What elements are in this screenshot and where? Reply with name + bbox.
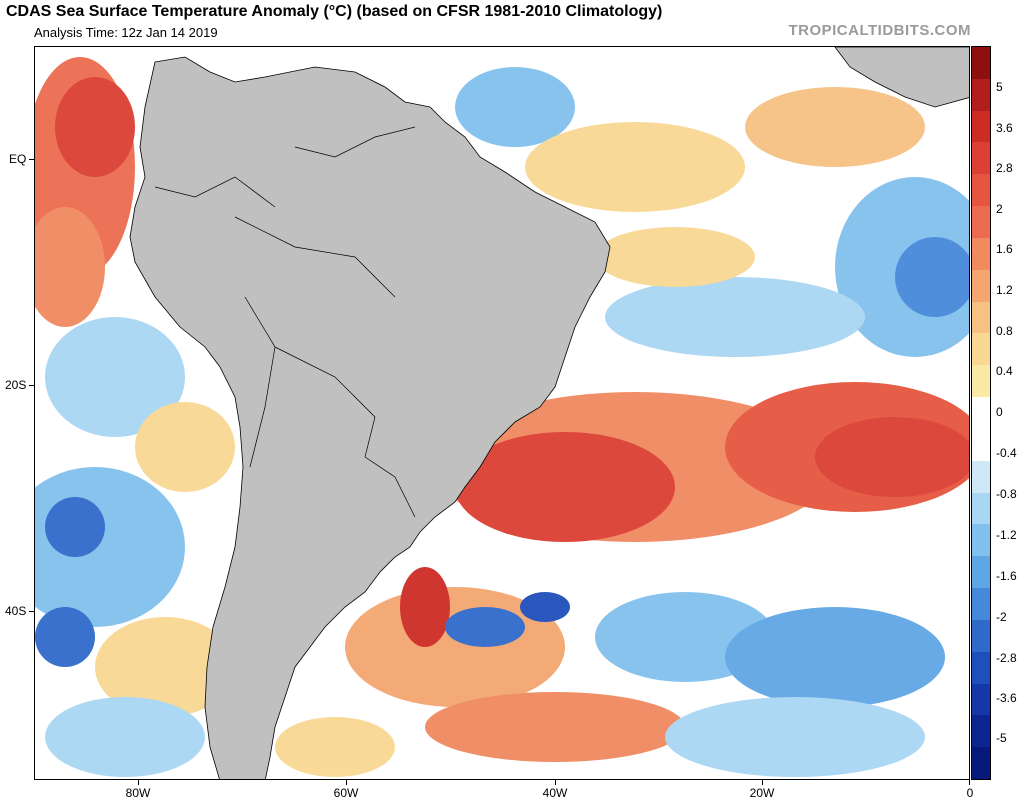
warm-region bbox=[525, 122, 745, 212]
warm-region bbox=[815, 417, 969, 497]
cool-region bbox=[45, 317, 185, 437]
lat-tick bbox=[29, 385, 34, 386]
warm-region bbox=[95, 617, 235, 717]
colorbar-label: -1.6 bbox=[996, 569, 1017, 583]
colorbar-swatch bbox=[972, 206, 990, 239]
lon-label-60w: 60W bbox=[333, 786, 359, 800]
colorbar-label: 1.6 bbox=[996, 242, 1013, 256]
colorbar-swatch bbox=[972, 683, 990, 716]
colorbar-label: 0.4 bbox=[996, 364, 1013, 378]
lat-tick bbox=[29, 159, 34, 160]
cool-region bbox=[45, 497, 105, 557]
warm-region bbox=[55, 77, 135, 177]
colorbar-label: 3.6 bbox=[996, 121, 1013, 135]
colorbar-swatch bbox=[972, 397, 990, 430]
map-canvas bbox=[35, 47, 969, 779]
warm-region bbox=[425, 692, 685, 762]
colorbar-swatch bbox=[972, 428, 990, 462]
colorbar-label: 2 bbox=[996, 202, 1003, 216]
cool-region bbox=[45, 697, 205, 777]
lat-label-eq: EQ bbox=[9, 152, 27, 166]
colorbar-label: 5 bbox=[996, 80, 1003, 94]
colorbar bbox=[971, 46, 991, 780]
colorbar-swatch bbox=[972, 269, 990, 303]
colorbar-swatch bbox=[972, 747, 990, 780]
colorbar-swatch bbox=[972, 556, 990, 589]
colorbar-swatch bbox=[972, 142, 990, 175]
colorbar-label: -1.2 bbox=[996, 528, 1017, 542]
colorbar-swatch bbox=[972, 492, 990, 525]
lon-label-40w: 40W bbox=[542, 786, 568, 800]
cool-region bbox=[455, 67, 575, 147]
cool-region bbox=[605, 277, 865, 357]
cool-region bbox=[895, 237, 969, 317]
lat-tick bbox=[29, 611, 34, 612]
colorbar-swatch bbox=[972, 619, 990, 653]
lon-tick bbox=[555, 780, 556, 785]
colorbar-swatch bbox=[972, 524, 990, 557]
cool-region bbox=[445, 607, 525, 647]
colorbar-label: -3.6 bbox=[996, 691, 1017, 705]
cool-region bbox=[665, 697, 925, 777]
lon-label-80w: 80W bbox=[125, 786, 151, 800]
sst-anomaly-map bbox=[34, 46, 970, 780]
colorbar-label: -2 bbox=[996, 610, 1007, 624]
colorbar-swatch bbox=[972, 365, 990, 398]
colorbar-label: -2.8 bbox=[996, 651, 1017, 665]
colorbar-swatch bbox=[972, 110, 990, 143]
warm-region bbox=[135, 402, 235, 492]
africa-land bbox=[834, 47, 969, 108]
lon-tick bbox=[138, 780, 139, 785]
anomaly-field bbox=[35, 57, 969, 777]
lon-label-20w: 20W bbox=[749, 786, 775, 800]
cool-region bbox=[520, 592, 570, 622]
colorbar-label: 0.8 bbox=[996, 324, 1013, 338]
colorbar-swatch bbox=[972, 47, 990, 80]
country-borders bbox=[154, 126, 416, 518]
colorbar-swatch bbox=[972, 460, 990, 494]
warm-region bbox=[400, 567, 450, 647]
colorbar-swatch bbox=[972, 333, 990, 366]
cool-region bbox=[35, 607, 95, 667]
site-watermark: TROPICALTIDBITS.COM bbox=[788, 22, 971, 39]
warm-region bbox=[35, 207, 105, 327]
lon-tick bbox=[346, 780, 347, 785]
colorbar-swatch bbox=[972, 588, 990, 621]
colorbar-label: -0.4 bbox=[996, 446, 1017, 460]
colorbar-swatch bbox=[972, 715, 990, 748]
warm-region bbox=[455, 432, 675, 542]
colorbar-swatch bbox=[972, 174, 990, 207]
warm-region bbox=[745, 87, 925, 167]
colorbar-swatch bbox=[972, 237, 990, 271]
colorbar-label: 0 bbox=[996, 405, 1003, 419]
colorbar-swatch bbox=[972, 651, 990, 684]
colorbar-swatch bbox=[972, 301, 990, 334]
colorbar-swatch bbox=[972, 78, 990, 112]
analysis-time: Analysis Time: 12z Jan 14 2019 bbox=[34, 25, 218, 40]
colorbar-label: 1.2 bbox=[996, 283, 1013, 297]
cool-region bbox=[725, 607, 945, 707]
colorbar-label: 2.8 bbox=[996, 161, 1013, 175]
colorbar-label: -5 bbox=[996, 731, 1007, 745]
warm-region bbox=[275, 717, 395, 777]
lon-tick bbox=[969, 780, 970, 785]
lon-label-0: 0 bbox=[966, 786, 974, 800]
lat-label-20s: 20S bbox=[5, 378, 27, 392]
lon-tick bbox=[762, 780, 763, 785]
south-america-land bbox=[129, 56, 611, 779]
colorbar-label: -0.8 bbox=[996, 487, 1017, 501]
lat-label-40s: 40S bbox=[5, 604, 27, 618]
warm-region bbox=[595, 227, 755, 287]
chart-title: CDAS Sea Surface Temperature Anomaly (°C… bbox=[6, 3, 663, 20]
